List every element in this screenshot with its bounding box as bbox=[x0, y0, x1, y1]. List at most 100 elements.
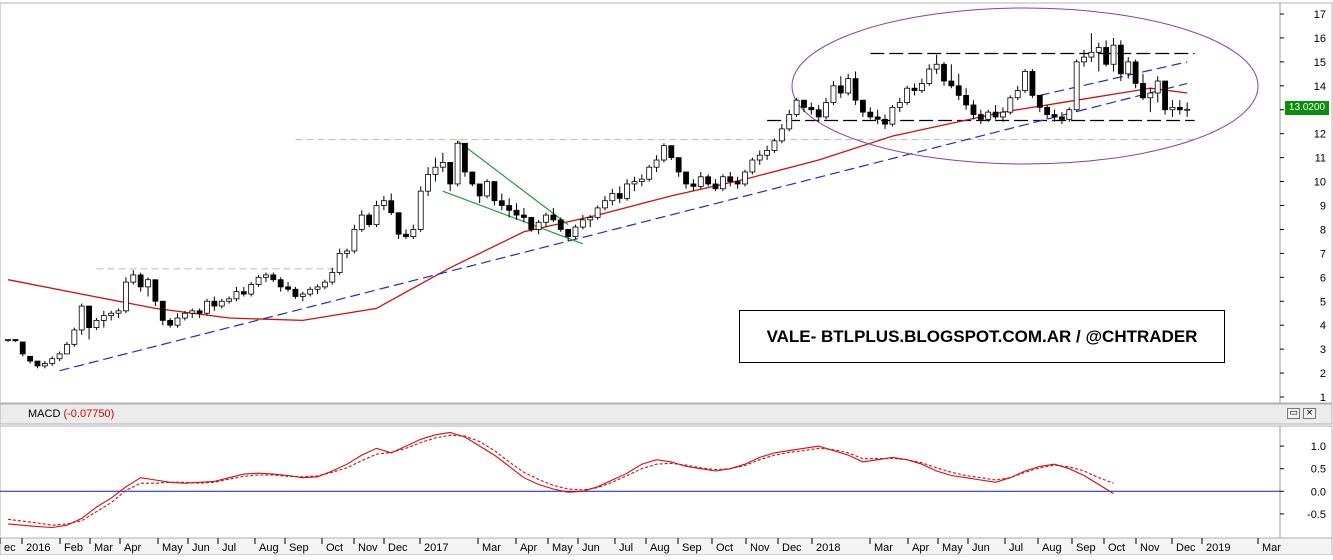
x-tick-label: Sep bbox=[682, 542, 702, 554]
candle-body bbox=[56, 353, 63, 360]
candle bbox=[867, 107, 874, 120]
candle bbox=[815, 104, 822, 122]
candle-body bbox=[395, 212, 402, 235]
x-tick-label: Sep bbox=[289, 542, 309, 554]
candle bbox=[145, 277, 151, 297]
x-tick-label: Mar bbox=[94, 542, 113, 554]
macd-value: (-0.07750) bbox=[63, 408, 115, 420]
candle bbox=[661, 143, 667, 163]
macd-tick-label: -0.5 bbox=[1307, 509, 1326, 521]
candle bbox=[778, 124, 785, 144]
candle bbox=[277, 277, 284, 292]
price-tick-label: 8 bbox=[1320, 224, 1326, 236]
candle-body bbox=[513, 209, 520, 216]
candle-body bbox=[123, 281, 129, 312]
candle-body bbox=[344, 250, 350, 254]
price-tick-label: 17 bbox=[1314, 9, 1326, 21]
candle bbox=[1044, 104, 1051, 120]
candle-body bbox=[1125, 61, 1132, 75]
candle-body bbox=[211, 300, 218, 307]
candle-body bbox=[837, 85, 844, 94]
candle-body bbox=[506, 205, 513, 211]
close-window-icon[interactable]: × bbox=[1303, 408, 1316, 419]
candle bbox=[484, 179, 490, 199]
x-tick-label: Mar bbox=[1262, 542, 1281, 554]
candle bbox=[594, 205, 601, 220]
candle bbox=[71, 327, 78, 347]
candle bbox=[204, 298, 210, 316]
candle bbox=[56, 351, 63, 362]
x-tick-label: Aug bbox=[1042, 542, 1062, 554]
candle bbox=[27, 355, 34, 364]
candle bbox=[823, 97, 829, 120]
price-tick-label: 9 bbox=[1320, 201, 1326, 213]
x-tick-label: Nov bbox=[358, 542, 378, 554]
candle bbox=[904, 85, 911, 105]
candle-body bbox=[322, 281, 328, 288]
candle-body bbox=[918, 83, 925, 91]
candle-body bbox=[985, 111, 992, 120]
candle-body bbox=[19, 341, 26, 355]
candle-body bbox=[646, 166, 653, 180]
candle bbox=[557, 217, 564, 232]
candle bbox=[1103, 40, 1110, 67]
x-tick-label: Jun bbox=[192, 542, 210, 554]
candle-body bbox=[579, 219, 586, 228]
candle bbox=[874, 109, 881, 125]
candle-body bbox=[498, 200, 505, 206]
candle-body bbox=[933, 63, 940, 70]
candle bbox=[948, 64, 955, 89]
candle bbox=[1154, 76, 1161, 103]
candle bbox=[690, 179, 697, 192]
candle-body bbox=[1162, 80, 1168, 111]
price-tick-label: 7 bbox=[1320, 248, 1326, 260]
candle bbox=[447, 162, 454, 192]
candle-body bbox=[727, 176, 734, 182]
candle bbox=[705, 174, 712, 187]
candle bbox=[918, 78, 925, 93]
candle-body bbox=[764, 150, 771, 156]
candle bbox=[697, 171, 704, 189]
candle bbox=[963, 88, 969, 110]
candle bbox=[1088, 33, 1095, 62]
candle-body bbox=[896, 102, 903, 108]
candle-body bbox=[882, 118, 888, 125]
candle-body bbox=[1081, 56, 1087, 63]
candle bbox=[911, 83, 918, 96]
candle bbox=[579, 215, 586, 230]
candle bbox=[837, 76, 844, 98]
candle-body bbox=[1007, 97, 1014, 113]
candle-body bbox=[941, 63, 947, 82]
candle-body bbox=[196, 310, 203, 314]
candle bbox=[749, 157, 756, 175]
x-tick-label: ec bbox=[4, 542, 16, 554]
candle-body bbox=[240, 291, 247, 295]
candle-body bbox=[771, 140, 778, 151]
x-tick-label: Jul bbox=[619, 542, 633, 554]
candle bbox=[513, 203, 520, 220]
macd-line bbox=[7, 431, 1114, 529]
candle bbox=[425, 167, 431, 196]
candle bbox=[543, 212, 549, 228]
price-tick-label: 15 bbox=[1314, 57, 1326, 69]
trendline bbox=[59, 82, 1188, 372]
candle bbox=[1066, 107, 1073, 122]
candle bbox=[712, 179, 719, 192]
candle bbox=[137, 272, 144, 292]
candle bbox=[299, 291, 306, 302]
restore-window-icon[interactable]: ▭ bbox=[1287, 408, 1300, 419]
candlestick-series bbox=[5, 33, 1191, 369]
candle-body bbox=[1154, 80, 1161, 94]
candle-body bbox=[336, 252, 343, 273]
candle-body bbox=[1088, 51, 1095, 58]
macd-tick-label: 0.5 bbox=[1311, 464, 1326, 476]
candle-body bbox=[815, 109, 822, 118]
candle-body bbox=[299, 293, 306, 297]
candle-body bbox=[1000, 111, 1006, 118]
price-overlays bbox=[7, 7, 1259, 372]
candle bbox=[93, 318, 100, 330]
candle-body bbox=[948, 80, 955, 87]
candle-body bbox=[690, 183, 697, 187]
macd-label: MACD bbox=[28, 408, 61, 420]
candle bbox=[248, 282, 255, 297]
